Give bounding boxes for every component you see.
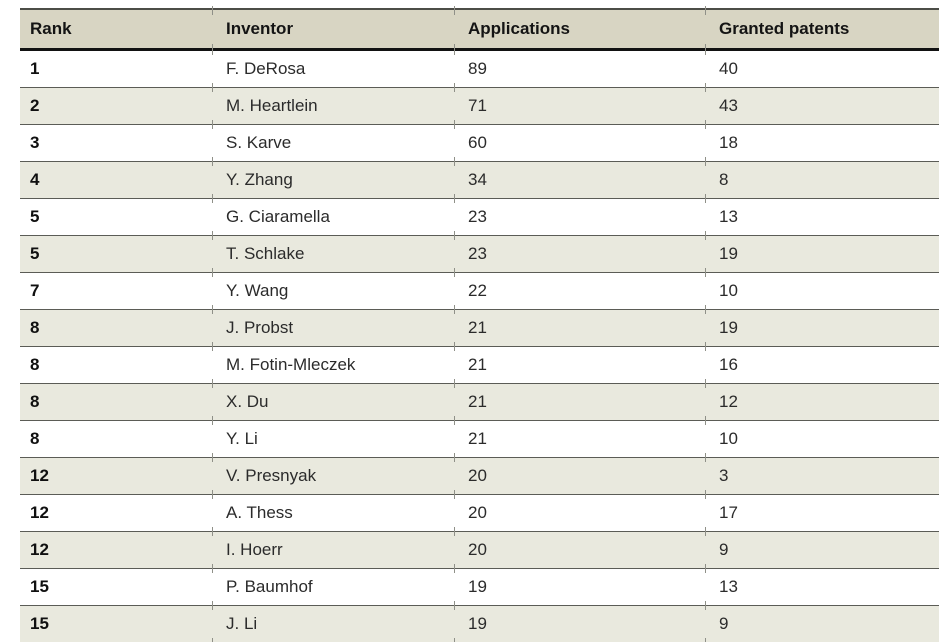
- table-row: 8 X. Du 21 12: [20, 379, 939, 421]
- cell-rank: 8: [20, 383, 213, 421]
- cell-apps: 19: [454, 601, 706, 642]
- cell-apps: 20: [454, 490, 706, 532]
- cell-apps: 23: [454, 194, 706, 236]
- cell-name: Y. Wang: [212, 268, 455, 310]
- cell-name: M. Fotin-Mleczek: [212, 342, 455, 384]
- table-row: 7 Y. Wang 22 10: [20, 268, 939, 310]
- cell-name: I. Hoerr: [212, 527, 455, 569]
- cell-granted: 19: [705, 305, 939, 347]
- cell-granted: 12: [705, 379, 939, 421]
- table-header: Rank Inventor Applications Granted paten…: [20, 7, 939, 54]
- cell-rank: 15: [20, 605, 213, 642]
- cell-apps: 20: [454, 527, 706, 569]
- cell-name: J. Li: [212, 601, 455, 642]
- cell-granted: 3: [705, 453, 939, 495]
- cell-granted: 9: [705, 601, 939, 642]
- cell-rank: 4: [20, 161, 213, 199]
- cell-granted: 17: [705, 490, 939, 532]
- table-row: 12 A. Thess 20 17: [20, 490, 939, 532]
- table-row: 8 J. Probst 21 19: [20, 305, 939, 347]
- table-row: 8 Y. Li 21 10: [20, 416, 939, 458]
- table-body: 1 F. DeRosa 89 40 2 M. Heartlein 71 43 3 S. Karve…: [20, 44, 939, 642]
- cell-granted: 9: [705, 527, 939, 569]
- cell-name: F. DeRosa: [212, 44, 455, 88]
- inventors-rank-table: Rank Inventor Applications Granted paten…: [20, 7, 939, 642]
- table-row: 12 V. Presnyak 20 3: [20, 453, 939, 495]
- cell-rank: 3: [20, 124, 213, 162]
- cell-apps: 34: [454, 157, 706, 199]
- cell-rank: 12: [20, 494, 213, 532]
- cell-apps: 19: [454, 564, 706, 606]
- cell-rank: 5: [20, 235, 213, 273]
- cell-name: Y. Li: [212, 416, 455, 458]
- table-row: 15 P. Baumhof 19 13: [20, 564, 939, 606]
- table-row: 15 J. Li 19 9: [20, 601, 939, 642]
- table-row: 5 T. Schlake 23 19: [20, 231, 939, 273]
- cell-apps: 23: [454, 231, 706, 273]
- table-row: 1 F. DeRosa 89 40: [20, 44, 939, 88]
- cell-name: A. Thess: [212, 490, 455, 532]
- cell-name: G. Ciaramella: [212, 194, 455, 236]
- table-row: 8 M. Fotin-Mleczek 21 16: [20, 342, 939, 384]
- cell-granted: 10: [705, 268, 939, 310]
- cell-granted: 10: [705, 416, 939, 458]
- table-row: 12 I. Hoerr 20 9: [20, 527, 939, 569]
- cell-name: P. Baumhof: [212, 564, 455, 606]
- cell-name: S. Karve: [212, 120, 455, 162]
- cell-granted: 8: [705, 157, 939, 199]
- cell-rank: 8: [20, 309, 213, 347]
- table-row: 4 Y. Zhang 34 8: [20, 157, 939, 199]
- cell-apps: 89: [454, 44, 706, 88]
- cell-granted: 43: [705, 83, 939, 125]
- cell-name: Y. Zhang: [212, 157, 455, 199]
- cell-name: M. Heartlein: [212, 83, 455, 125]
- cell-name: V. Presnyak: [212, 453, 455, 495]
- cell-name: T. Schlake: [212, 231, 455, 273]
- cell-apps: 60: [454, 120, 706, 162]
- cell-apps: 20: [454, 453, 706, 495]
- column-header-applications: Applications: [454, 7, 706, 54]
- cell-apps: 21: [454, 342, 706, 384]
- cell-rank: 5: [20, 198, 213, 236]
- column-header-granted-patents: Granted patents: [705, 7, 939, 54]
- cell-rank: 1: [20, 49, 213, 88]
- column-header-rank: Rank: [20, 8, 213, 51]
- cell-name: J. Probst: [212, 305, 455, 347]
- cell-apps: 22: [454, 268, 706, 310]
- cell-apps: 71: [454, 83, 706, 125]
- table-row: 3 S. Karve 60 18: [20, 120, 939, 162]
- cell-rank: 8: [20, 346, 213, 384]
- cell-granted: 13: [705, 194, 939, 236]
- table-row: 5 G. Ciaramella 23 13: [20, 194, 939, 236]
- cell-granted: 40: [705, 44, 939, 88]
- cell-granted: 16: [705, 342, 939, 384]
- cell-rank: 15: [20, 568, 213, 606]
- cell-rank: 7: [20, 272, 213, 310]
- header-row: Rank Inventor Applications Granted paten…: [20, 7, 939, 54]
- cell-rank: 12: [20, 531, 213, 569]
- cell-apps: 21: [454, 416, 706, 458]
- cell-apps: 21: [454, 379, 706, 421]
- cell-rank: 8: [20, 420, 213, 458]
- cell-granted: 13: [705, 564, 939, 606]
- cell-rank: 2: [20, 87, 213, 125]
- column-header-inventor: Inventor: [212, 7, 455, 54]
- cell-rank: 12: [20, 457, 213, 495]
- cell-apps: 21: [454, 305, 706, 347]
- cell-granted: 18: [705, 120, 939, 162]
- cell-name: X. Du: [212, 379, 455, 421]
- cell-granted: 19: [705, 231, 939, 273]
- table-row: 2 M. Heartlein 71 43: [20, 83, 939, 125]
